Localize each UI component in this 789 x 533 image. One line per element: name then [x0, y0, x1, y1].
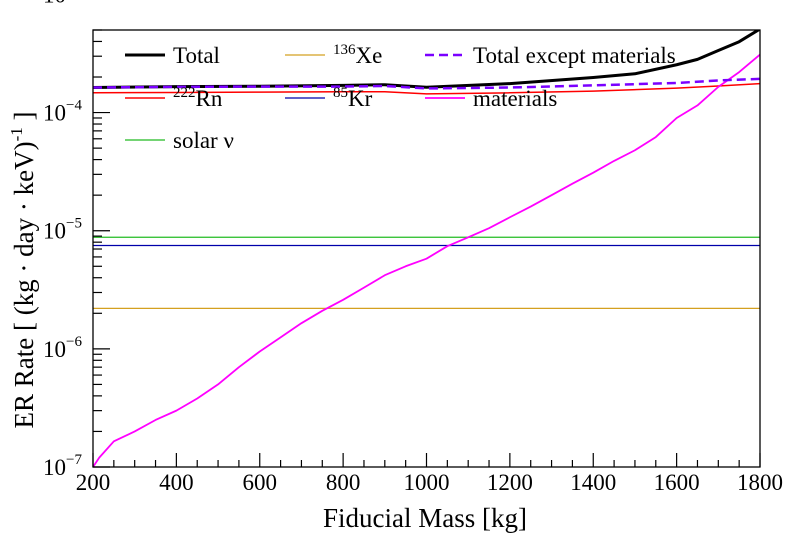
x-axis-title: Fiducial Mass [kg] [323, 503, 527, 533]
y-tick-label: 10−4 [43, 98, 82, 126]
y-axis-title-exponent: -1 [7, 127, 26, 141]
legend-label-solar: solar ν [173, 128, 234, 153]
series-line-222rn [93, 82, 760, 95]
x-tick-label: 200 [76, 470, 111, 495]
y-tick-label: 10−3 [43, 0, 82, 7]
y-axis-title: ER Rate [ (kg · day · keV)-1 ] [7, 111, 39, 428]
x-tick-label: 800 [326, 470, 361, 495]
legend-label-222rn: 222Rn [173, 85, 223, 111]
x-tick-label: 1000 [404, 470, 450, 495]
axes: 200 400 600 800 1000 1200 1400 1600 1800 10−7 10−6… [43, 0, 783, 495]
series-line-total [93, 30, 760, 90]
legend-label-136xe: 136Xe [333, 42, 382, 68]
y-tick-label: 10−5 [43, 216, 82, 244]
x-tick-label: 400 [159, 470, 194, 495]
legend-label-total-except-materials: Total except materials [473, 43, 676, 68]
y-axis-title-main: ER Rate [ (kg · day · keV) [9, 141, 39, 428]
x-tick-label: 1600 [654, 470, 700, 495]
y-axis-title-close: ] [9, 111, 39, 127]
plot-marks [93, 30, 760, 467]
y-tick-label: 10−7 [43, 452, 82, 480]
x-tick-label: 1400 [570, 470, 616, 495]
series-line-materials [93, 53, 760, 467]
x-tick-label: 1800 [737, 470, 783, 495]
legend: Total 136Xe Total except materials 222Rn 85K… [125, 42, 676, 153]
x-tick-label: 1200 [487, 470, 533, 495]
y-tick-label: 10−6 [43, 334, 82, 362]
legend-label-85kr: 85Kr [333, 85, 373, 111]
legend-label-total: Total [173, 43, 220, 68]
x-tick-label: 600 [243, 470, 278, 495]
legend-label-materials: materials [473, 86, 557, 111]
